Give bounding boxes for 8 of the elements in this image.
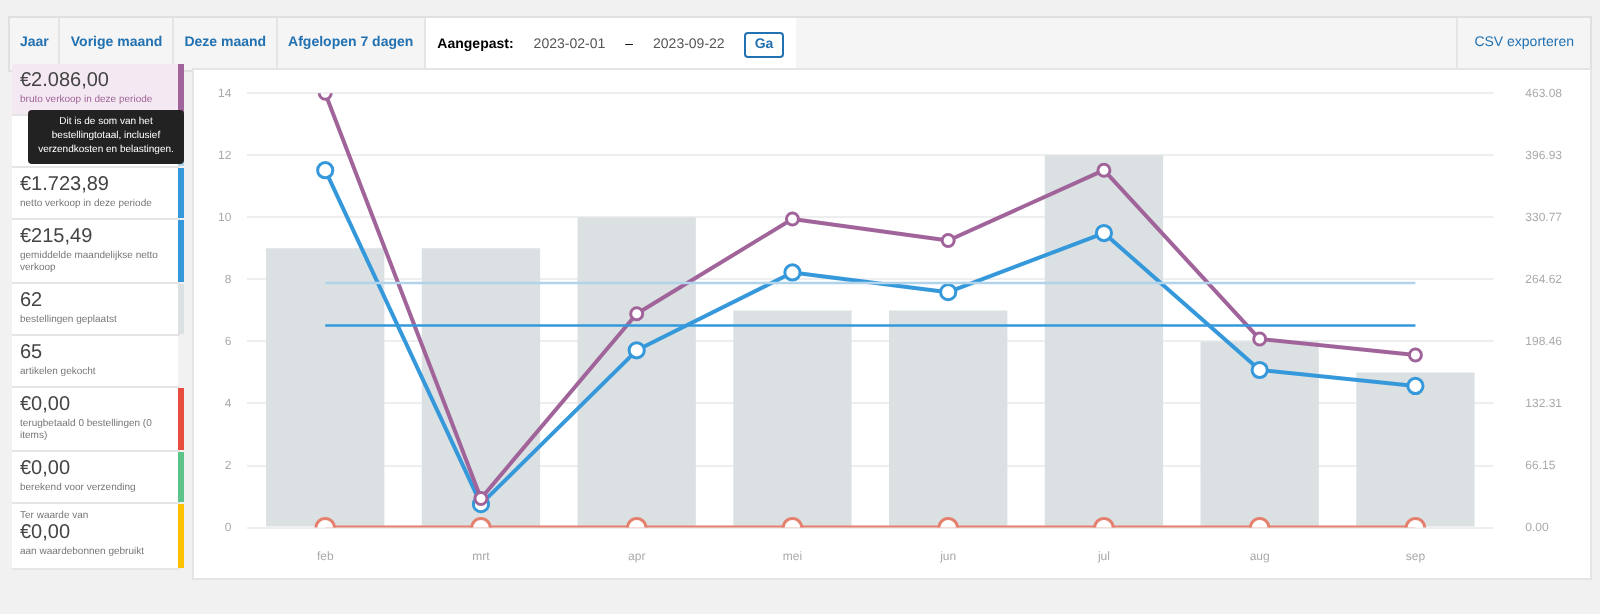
text: €215,49 [20,226,95,250]
text: €0,00 [20,458,73,482]
text: €0,00 [20,522,73,546]
text: €0,00 [20,394,73,418]
text: 65 [20,342,45,366]
text: €1.723,89 [20,174,111,198]
text: €2.086,00 [20,70,111,94]
text: 62 [20,290,45,314]
